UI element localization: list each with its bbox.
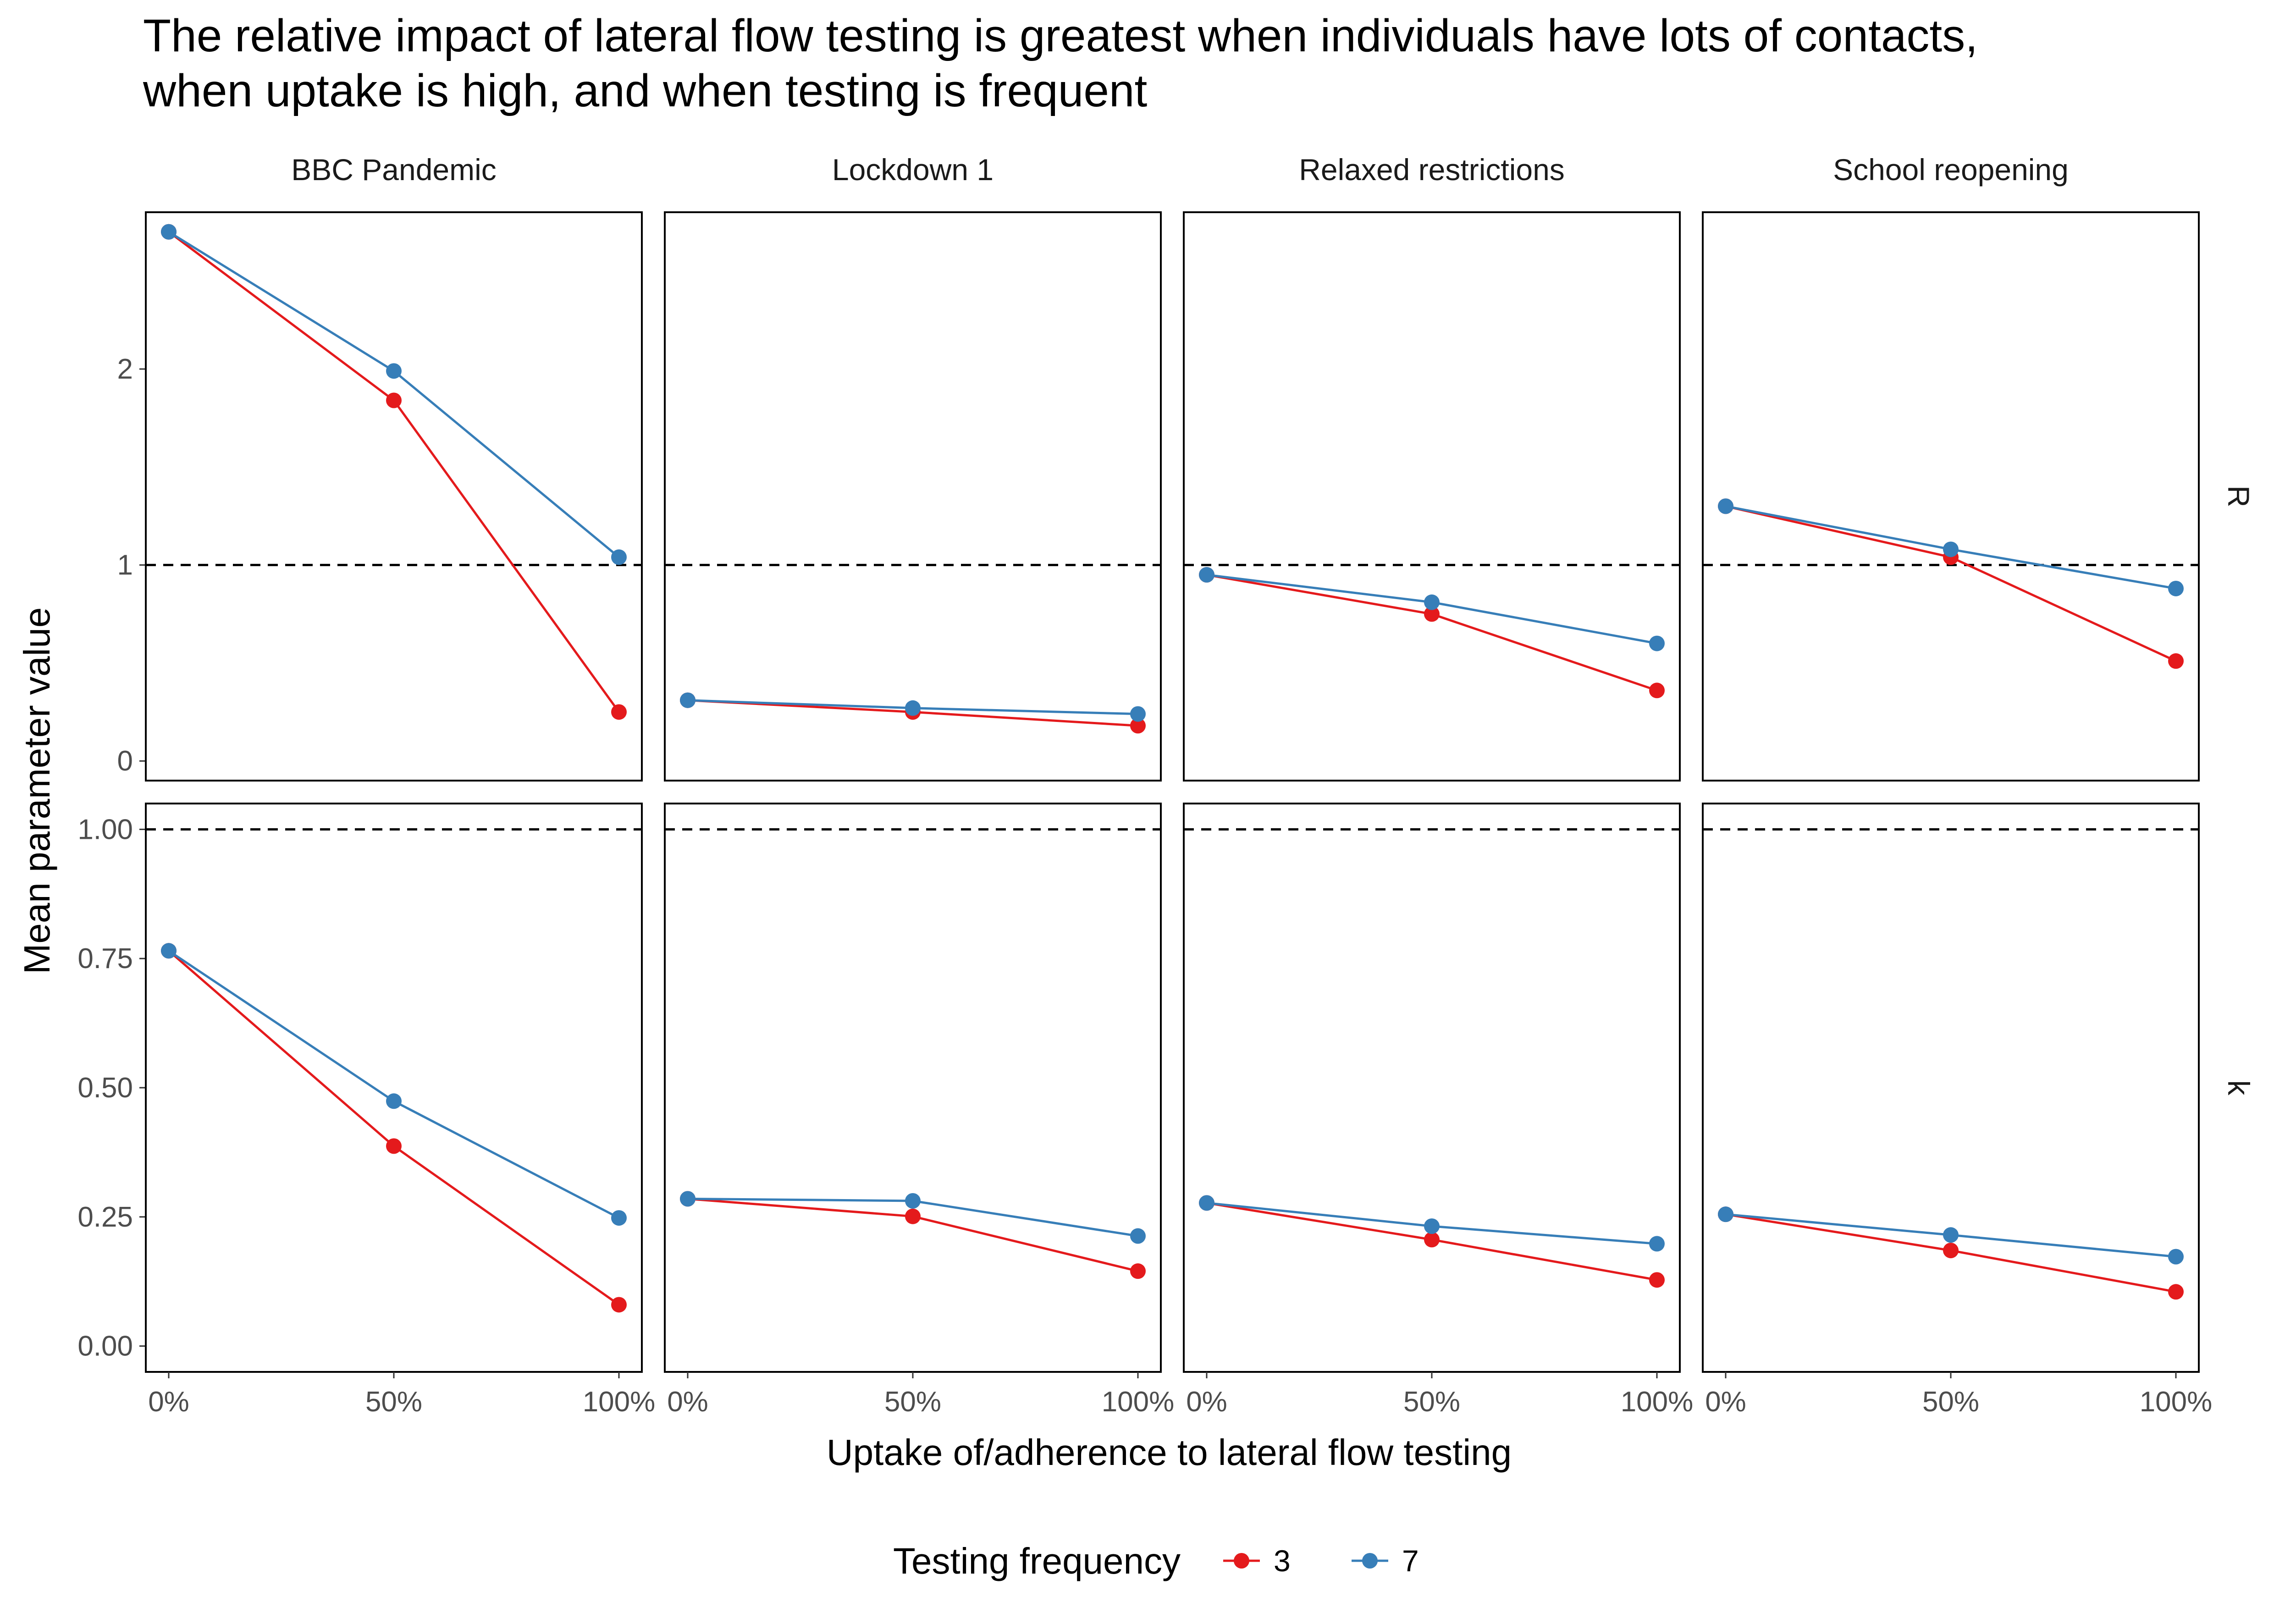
- data-point-3: [1649, 1272, 1665, 1288]
- y-tick-label: 0.00: [77, 1331, 133, 1362]
- data-point-7: [1718, 1206, 1733, 1222]
- y-tick-label: 0.75: [77, 943, 133, 974]
- row-strip-label-r: R: [2222, 485, 2256, 507]
- data-point-7: [1943, 541, 1959, 557]
- x-tick-label: 50%: [1403, 1386, 1460, 1418]
- data-point-7: [1199, 1195, 1214, 1211]
- data-point-3: [386, 1138, 402, 1154]
- y-tick-label: 2: [117, 353, 133, 385]
- data-point-7: [1943, 1227, 1959, 1243]
- series-line-3: [168, 950, 620, 1306]
- data-point-3: [611, 704, 627, 720]
- x-tick-label: 50%: [1922, 1386, 1979, 1418]
- data-point-3: [2168, 653, 2184, 669]
- data-point-7: [905, 1193, 921, 1209]
- y-tick-label: 1.00: [77, 814, 133, 845]
- panel-r-lockdown-1: [664, 211, 1162, 782]
- x-tick-label: 0%: [1186, 1386, 1227, 1418]
- data-point-7: [2168, 1249, 2184, 1265]
- strip-label-school-reopening: School reopening: [1833, 153, 2069, 187]
- panel-k-bbc-pandemic: [145, 803, 643, 1373]
- panel-border: [145, 803, 643, 1373]
- data-point-7: [386, 1093, 402, 1109]
- x-axis-title: Uptake of/adherence to lateral flow test…: [827, 1432, 1512, 1473]
- legend: Testing frequency 3 7: [893, 1541, 1419, 1581]
- series-line-3: [1725, 505, 2177, 662]
- legend-key-point-3: [1234, 1553, 1249, 1569]
- y-tick-label: 0: [117, 745, 133, 777]
- x-tick-label: 0%: [1705, 1386, 1746, 1418]
- panel-r-school-reopening: [1702, 211, 2200, 782]
- legend-key-point-7: [1362, 1553, 1378, 1569]
- data-point-7: [611, 1210, 627, 1226]
- chart-title-line-1: The relative impact of lateral flow test…: [143, 10, 1978, 61]
- x-tick-label: 0%: [148, 1386, 189, 1418]
- data-point-3: [1130, 1263, 1146, 1279]
- x-tick-label: 0%: [667, 1386, 708, 1418]
- strip-label-lockdown-1: Lockdown 1: [832, 153, 993, 187]
- strip-label-bbc-pandemic: BBC Pandemic: [291, 153, 497, 187]
- x-tick-label: 50%: [884, 1386, 941, 1418]
- x-tick-label: 100%: [1621, 1386, 1694, 1418]
- data-point-3: [1424, 606, 1440, 622]
- series-line-7: [168, 950, 620, 1219]
- data-point-3: [1649, 683, 1665, 699]
- y-axis-title: Mean parameter value: [17, 607, 57, 974]
- data-point-3: [386, 392, 402, 408]
- data-point-7: [1649, 1236, 1665, 1252]
- data-point-7: [161, 943, 177, 959]
- data-point-7: [1718, 498, 1733, 514]
- data-point-7: [1199, 567, 1214, 583]
- data-point-7: [1424, 594, 1440, 610]
- x-tick-label: 50%: [365, 1386, 422, 1418]
- data-point-3: [2168, 1284, 2184, 1300]
- panel-border: [664, 211, 1162, 782]
- data-point-7: [386, 363, 402, 379]
- y-tick-label: 0.25: [77, 1201, 133, 1233]
- data-point-3: [905, 1208, 921, 1224]
- panel-k-lockdown-1: [664, 803, 1162, 1373]
- x-tick-label: 100%: [1102, 1386, 1175, 1418]
- data-point-7: [1424, 1218, 1440, 1234]
- series-line-3: [1206, 573, 1657, 692]
- panel-border: [1702, 211, 2200, 782]
- series-line-3: [168, 231, 620, 713]
- data-point-7: [905, 700, 921, 716]
- panel-border: [1183, 211, 1681, 782]
- data-point-3: [1943, 1243, 1959, 1259]
- panel-border: [1702, 803, 2200, 1373]
- data-point-7: [1130, 706, 1146, 722]
- panel-k-school-reopening: [1702, 803, 2200, 1373]
- y-tick-label: 1: [117, 550, 133, 581]
- data-point-7: [680, 1191, 695, 1207]
- chart-title-line-2: when uptake is high, and when testing is…: [143, 65, 1148, 116]
- data-point-3: [1424, 1232, 1440, 1248]
- data-point-7: [611, 549, 627, 565]
- x-tick-label: 100%: [2140, 1386, 2213, 1418]
- data-point-7: [1649, 635, 1665, 651]
- panel-r-bbc-pandemic: [145, 211, 643, 782]
- panel-border: [145, 211, 643, 782]
- data-point-3: [1130, 718, 1146, 734]
- legend-title: Testing frequency: [893, 1541, 1181, 1581]
- panel-r-relaxed-restrictions: [1183, 211, 1681, 782]
- x-tick-label: 100%: [583, 1386, 656, 1418]
- data-point-7: [161, 224, 177, 240]
- panel-k-relaxed-restrictions: [1183, 803, 1681, 1373]
- data-point-7: [680, 692, 695, 708]
- data-point-7: [2168, 580, 2184, 596]
- data-point-7: [1130, 1228, 1146, 1244]
- legend-label-3: 3: [1274, 1544, 1291, 1578]
- row-strip-label-k: k: [2222, 1080, 2256, 1096]
- panel-border: [1183, 803, 1681, 1373]
- panel-border: [664, 803, 1162, 1373]
- strip-label-relaxed-restrictions: Relaxed restrictions: [1299, 153, 1565, 187]
- y-tick-label: 0.50: [77, 1072, 133, 1104]
- legend-label-7: 7: [1402, 1544, 1419, 1578]
- data-point-3: [611, 1297, 627, 1313]
- chart-panels: BBC Pandemic Lockdown 1 Relaxed restrictio…: [77, 153, 2256, 1418]
